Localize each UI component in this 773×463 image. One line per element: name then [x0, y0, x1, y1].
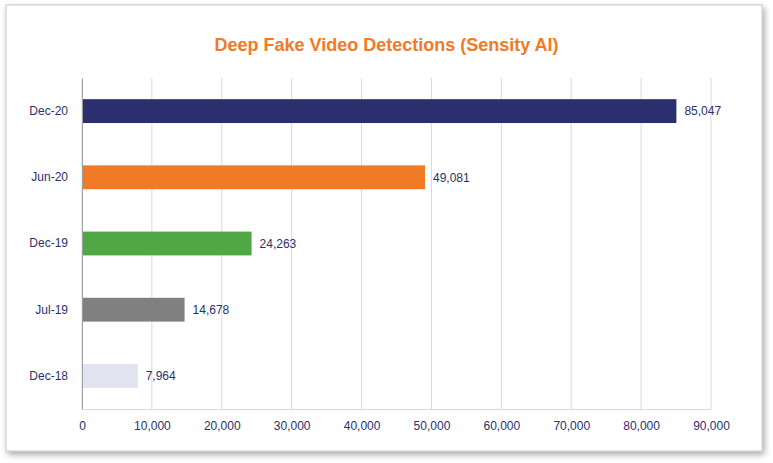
- x-tick-label: 90,000: [693, 419, 730, 433]
- x-tick-label: 70,000: [553, 419, 590, 433]
- x-tick: 70,000: [553, 409, 590, 433]
- x-tick: 90,000: [693, 409, 730, 433]
- data-label: 14,678: [193, 303, 230, 317]
- grid-line: [431, 78, 432, 409]
- data-labels: 85,047 49,081 24,263 14,678 7,964: [146, 104, 722, 383]
- data-label: 7,964: [146, 369, 176, 383]
- y-tick: Jul-19: [35, 303, 82, 317]
- x-axis: 0 10,000 20,000 30,000 40,000 50,000 60,000 70,…: [79, 409, 730, 433]
- x-tick-label: 80,000: [623, 419, 660, 433]
- grid: [82, 78, 711, 409]
- x-tick-label: 20,000: [204, 419, 241, 433]
- y-tick: Dec-19: [29, 236, 82, 250]
- y-tick-label: Jun-20: [31, 170, 68, 184]
- y-tick: Dec-20: [29, 104, 82, 118]
- x-tick: 30,000: [274, 409, 311, 433]
- grid-line: [82, 78, 83, 409]
- title: Deep Fake Video Detections (Sensity AI): [214, 35, 558, 55]
- y-axis-line: [82, 79, 83, 410]
- grid-line: [361, 78, 362, 409]
- x-axis-line: [83, 409, 712, 410]
- x-tick: 40,000: [344, 409, 381, 433]
- grid-line: [571, 78, 572, 409]
- x-tick-label: 30,000: [274, 419, 311, 433]
- x-tick: 0: [79, 409, 86, 433]
- y-tick: Dec-18: [29, 369, 82, 383]
- bar: [82, 232, 252, 256]
- data-label: 24,263: [260, 237, 297, 251]
- x-tick: 50,000: [414, 409, 451, 433]
- x-tick-label: 50,000: [414, 419, 451, 433]
- bars: [82, 99, 676, 388]
- y-tick: Jun-20: [31, 170, 82, 184]
- y-tick-label: Dec-20: [29, 104, 68, 118]
- x-tick-label: 10,000: [134, 419, 171, 433]
- bar: [82, 165, 425, 189]
- bar: [82, 364, 138, 388]
- x-tick: 20,000: [204, 409, 241, 433]
- grid-line: [711, 78, 712, 409]
- chart: Deep Fake Video Detections (Sensity AI) 0…: [0, 0, 773, 463]
- x-tick: 60,000: [483, 409, 520, 433]
- data-label: 85,047: [684, 104, 721, 118]
- bar: [82, 99, 676, 123]
- y-tick-label: Jul-19: [35, 303, 68, 317]
- y-tick-label: Dec-18: [29, 369, 68, 383]
- card: [6, 5, 762, 451]
- y-tick-label: Dec-19: [29, 236, 68, 250]
- x-tick-label: 40,000: [344, 419, 381, 433]
- grid-line: [641, 78, 642, 409]
- x-tick-label: 60,000: [483, 419, 520, 433]
- x-tick: 10,000: [134, 409, 171, 433]
- x-tick-label: 0: [79, 419, 86, 433]
- x-tick: 80,000: [623, 409, 660, 433]
- grid-line: [501, 78, 502, 409]
- bar: [82, 298, 185, 322]
- y-axis: Dec-20 Jun-20 Dec-19 Jul-19 Dec-18: [29, 79, 82, 410]
- data-label: 49,081: [433, 171, 470, 185]
